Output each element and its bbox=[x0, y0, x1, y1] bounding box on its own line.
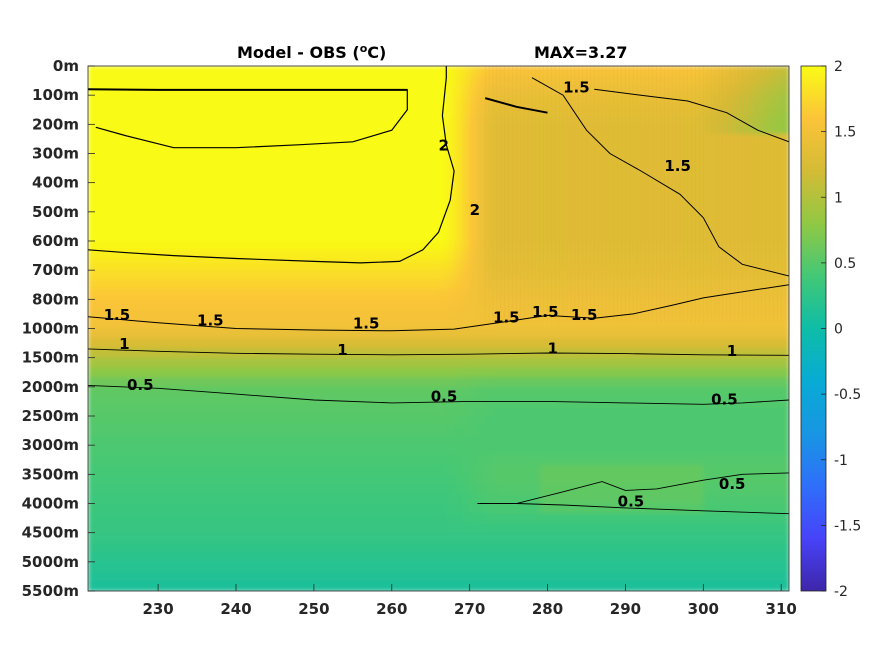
y-tick-label: 2500m bbox=[22, 407, 79, 425]
y-tick-label: 3500m bbox=[22, 465, 79, 483]
chart-title-main: Model - OBS ( bbox=[237, 43, 360, 62]
y-tick-label: 700m bbox=[32, 261, 79, 279]
colorbar-tick-label: 1 bbox=[834, 190, 843, 206]
contour-label: 2 bbox=[439, 137, 449, 155]
chart-title-superscript: o bbox=[360, 42, 368, 55]
contour-label: 0.5 bbox=[127, 376, 154, 394]
contour-line-2-top bbox=[88, 88, 408, 91]
contour-label: 0.5 bbox=[711, 390, 738, 408]
contour-line-1.5-northeast bbox=[594, 88, 789, 143]
max-label: MAX=3.27 bbox=[534, 43, 628, 62]
colorbar-tick-label: -1.5 bbox=[834, 518, 861, 534]
contour-label: 1 bbox=[119, 335, 129, 353]
y-tick-label: 4500m bbox=[22, 524, 79, 542]
contour-line-2-west bbox=[88, 66, 455, 264]
y-tick-label: 300m bbox=[32, 145, 79, 163]
colorbar-tick-label: 2 bbox=[834, 59, 843, 75]
contour-line-2-inner bbox=[95, 89, 408, 149]
y-tick-label: 3000m bbox=[22, 436, 79, 454]
colorbar-tick-label: -2 bbox=[834, 584, 848, 600]
contour-label: 1.5 bbox=[353, 315, 380, 333]
contour-line-1.5-east-top bbox=[484, 97, 548, 114]
colorbar-tick-label: 1.5 bbox=[834, 125, 856, 141]
colorbar-tick-label: -0.5 bbox=[834, 387, 861, 403]
x-tick-label: 230 bbox=[142, 600, 173, 618]
contour-line-1 bbox=[88, 348, 789, 356]
x-tick-label: 240 bbox=[220, 600, 251, 618]
contour-line-1.5-east bbox=[531, 77, 789, 277]
y-tick-label: 100m bbox=[32, 86, 79, 104]
x-tick-label: 260 bbox=[376, 600, 407, 618]
contour-label: 1 bbox=[548, 339, 558, 357]
contour-label: 1.5 bbox=[563, 78, 590, 96]
y-tick-label: 0m bbox=[53, 57, 79, 75]
contour-label: 0.5 bbox=[431, 387, 458, 405]
x-tick-label: 250 bbox=[298, 600, 329, 618]
y-tick-label: 500m bbox=[32, 203, 79, 221]
contour-label: 1.5 bbox=[664, 157, 691, 175]
y-tick-label: 600m bbox=[32, 232, 79, 250]
contour-label: 0.5 bbox=[618, 492, 645, 510]
contour-label: 0.5 bbox=[719, 475, 746, 493]
colorbar-tick-label: 0 bbox=[834, 322, 843, 338]
contour-label: 1.5 bbox=[493, 309, 520, 327]
contour-label: 1.5 bbox=[571, 306, 598, 324]
y-tick-label: 400m bbox=[32, 174, 79, 192]
y-tick-label: 5500m bbox=[22, 582, 79, 600]
y-tick-label: 800m bbox=[32, 290, 79, 308]
contour-label: 1 bbox=[727, 342, 737, 360]
colorbar-tick-label: -1 bbox=[834, 453, 848, 469]
contour-label: 1.5 bbox=[197, 312, 224, 330]
contour-label: 2 bbox=[470, 201, 480, 219]
contour-line-0.5-deep-lower bbox=[477, 503, 789, 515]
chart-title: Model - OBS (oC) bbox=[237, 42, 386, 62]
y-tick-label: 5000m bbox=[22, 553, 79, 571]
y-tick-label: 4000m bbox=[22, 495, 79, 513]
y-tick-label: 1500m bbox=[22, 349, 79, 367]
colorbar-tick-label: 0.5 bbox=[834, 256, 856, 272]
y-tick-label: 2000m bbox=[22, 378, 79, 396]
y-tick-label: 200m bbox=[32, 115, 79, 133]
colorbar bbox=[800, 65, 827, 592]
x-tick-label: 270 bbox=[454, 600, 485, 618]
contour-line-0.5-deep-upper bbox=[477, 472, 789, 504]
heatmap-area: 1.5 1.5 1.5 1.5 1.5 1.5 1 1 1 1 0.5 0.5 0.5 0.5 0.5 2 2 1… bbox=[88, 66, 789, 591]
contour-line-0.5 bbox=[88, 384, 789, 405]
contour-line-1.5 bbox=[88, 284, 789, 332]
contour-label: 1.5 bbox=[532, 303, 559, 321]
chart-title-unit: C) bbox=[367, 43, 386, 62]
contour-label: 1 bbox=[337, 341, 347, 359]
x-tick-label: 300 bbox=[688, 600, 719, 618]
y-tick-label: 1000m bbox=[22, 320, 79, 338]
x-tick-label: 310 bbox=[766, 600, 797, 618]
contour-label: 1.5 bbox=[104, 306, 131, 324]
x-tick-label: 280 bbox=[532, 600, 563, 618]
x-tick-label: 290 bbox=[610, 600, 641, 618]
